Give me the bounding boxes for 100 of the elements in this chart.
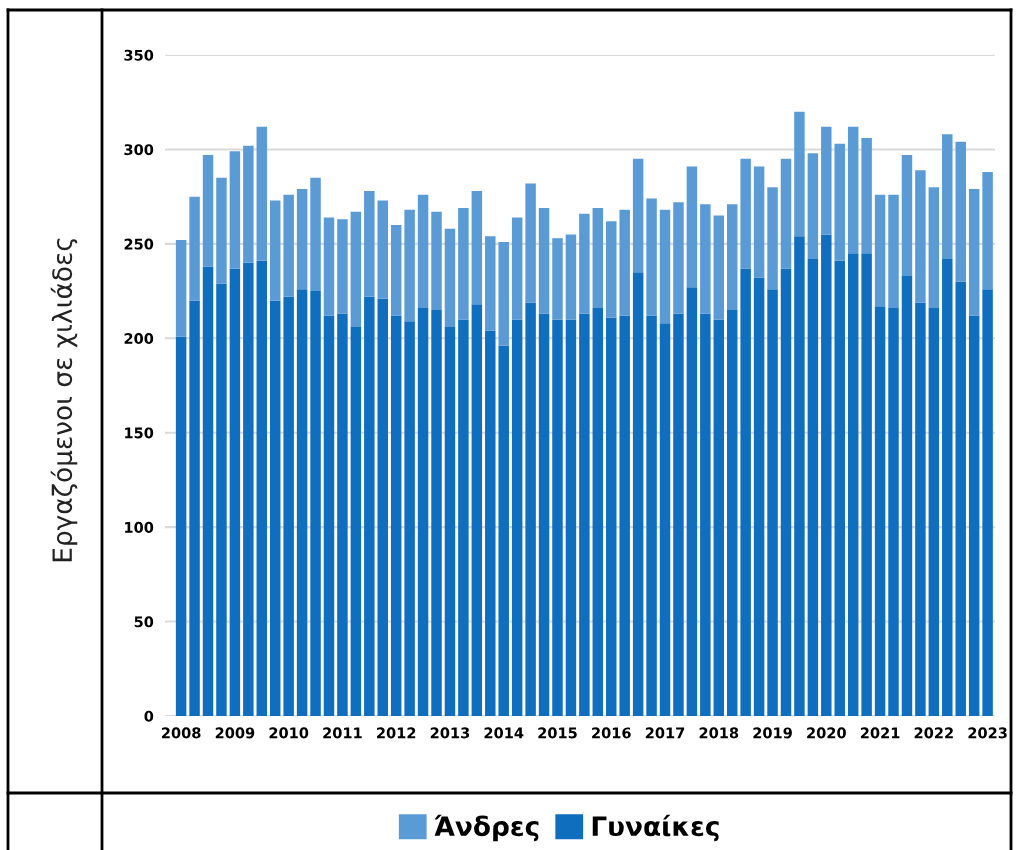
bar [498,345,509,716]
bar [364,190,375,297]
x-tick-label: 2019 [753,727,792,739]
bar [511,217,523,320]
bar [834,143,845,261]
bar [847,126,859,254]
bar [404,321,415,716]
x-tick-label: 2018 [699,727,739,739]
bar [659,209,671,324]
bar [606,221,617,318]
x-tick-label: 2008 [161,727,201,739]
bar [498,241,509,346]
bar [713,215,725,320]
bar [834,260,845,716]
bar [874,306,886,716]
bar [861,253,872,716]
bar [323,315,335,716]
bar [525,183,536,303]
bar [229,151,241,269]
bar [686,166,698,288]
bar [256,126,268,261]
bar [538,207,550,314]
bar [431,211,442,310]
bar [296,289,308,716]
bar [283,296,294,716]
x-tick-label: 2013 [430,727,470,739]
bar [901,275,913,716]
bar [485,236,496,331]
bar [955,281,966,716]
bar [942,134,953,259]
bar [337,313,348,716]
bar [982,172,993,290]
bar [175,336,187,716]
bar [565,319,577,716]
bar [350,211,362,327]
x-tick-label: 2020 [807,727,846,739]
bar [915,302,926,716]
bar [619,209,630,316]
bar [417,308,429,716]
bar [861,138,872,254]
bar [821,126,832,235]
bar [753,166,765,278]
bar [740,268,751,716]
y-tick-label: 150 [125,427,154,439]
y-tick-label: 200 [124,333,154,345]
bar [296,189,308,290]
bar [444,228,456,327]
bar [700,313,711,716]
x-tick-label: 2022 [914,727,953,739]
bar [982,289,993,716]
bar [726,204,738,310]
bar [525,302,536,716]
bar [390,224,402,316]
bar [202,155,214,267]
bar [511,319,523,716]
bar [310,177,321,292]
bar [323,217,335,316]
x-tick-label: 2010 [269,727,309,739]
bar [700,204,711,314]
bar [928,187,940,309]
bar [216,177,227,284]
y-tick-label: 100 [125,521,154,533]
bar [417,194,429,309]
bar [377,200,388,299]
bar [659,323,671,716]
y-tick-label: 0 [144,710,154,722]
bar [175,240,187,337]
bar [364,296,375,716]
bar [310,291,321,716]
bar [928,308,940,716]
x-tick-label: 2023 [968,727,1007,739]
bar [431,309,442,716]
x-tick-label: 2014 [484,727,524,739]
legend-label: Γυναίκες [592,814,719,842]
bar [807,258,819,716]
bar [592,207,604,309]
bar [269,300,281,716]
bar [256,260,268,716]
bar [767,187,778,290]
bar [780,158,792,269]
y-tick-label: 250 [124,238,154,250]
bar [888,194,899,309]
bar [216,283,227,716]
bar [592,308,604,716]
bar [713,319,725,716]
x-tick-label: 2012 [377,727,416,739]
bar [579,213,590,314]
y-axis-title: Εργαζόμενοι σε χιλιάδες [50,238,78,562]
bar [565,234,577,320]
bar [915,170,926,303]
bar [444,326,456,716]
bar [390,315,402,716]
bar [968,189,980,316]
x-tick-label: 2015 [538,727,577,739]
legend-label: Άνδρες [434,814,539,842]
y-tick-label: 350 [124,49,154,61]
bar [726,309,738,716]
bar [485,330,496,716]
bar [955,141,966,282]
bar [619,315,630,716]
